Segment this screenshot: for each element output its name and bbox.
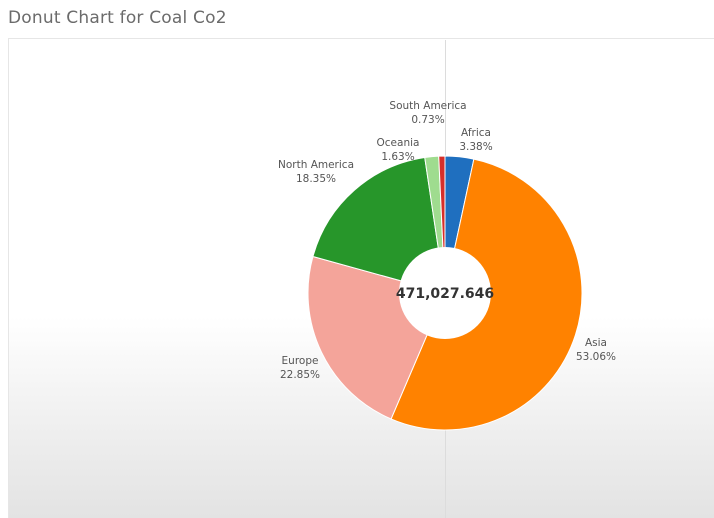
slice-north-america[interactable]: [312, 156, 446, 294]
slice-label-name: Asia: [585, 337, 607, 349]
donut-hole: [399, 247, 491, 339]
page-title: Donut Chart for Coal Co2: [8, 8, 227, 28]
slice-label-name: Africa: [461, 127, 491, 139]
slice-label-name: South America: [389, 100, 466, 112]
slice-labels: Africa 3.38% Asia 53.06% Europe 22.85% North A…: [278, 100, 616, 381]
slice-label-value: 22.85%: [280, 369, 320, 381]
slice-label-value: 0.73%: [411, 114, 444, 126]
slice-label-value: 53.06%: [576, 351, 616, 363]
slice-label-name: Europe: [282, 355, 319, 367]
slice-label-value: 3.38%: [459, 141, 492, 153]
center-total: 471,027.646: [396, 286, 494, 302]
slice-label-value: 18.35%: [296, 173, 336, 185]
slice-label-name: North America: [278, 159, 354, 171]
slice-label-value: 1.63%: [381, 151, 414, 163]
slice-label-name: Oceania: [377, 137, 420, 149]
